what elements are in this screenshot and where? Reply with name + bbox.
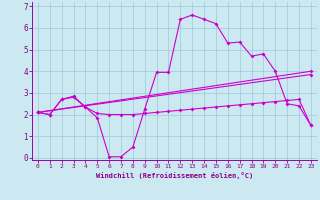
X-axis label: Windchill (Refroidissement éolien,°C): Windchill (Refroidissement éolien,°C)	[96, 172, 253, 179]
